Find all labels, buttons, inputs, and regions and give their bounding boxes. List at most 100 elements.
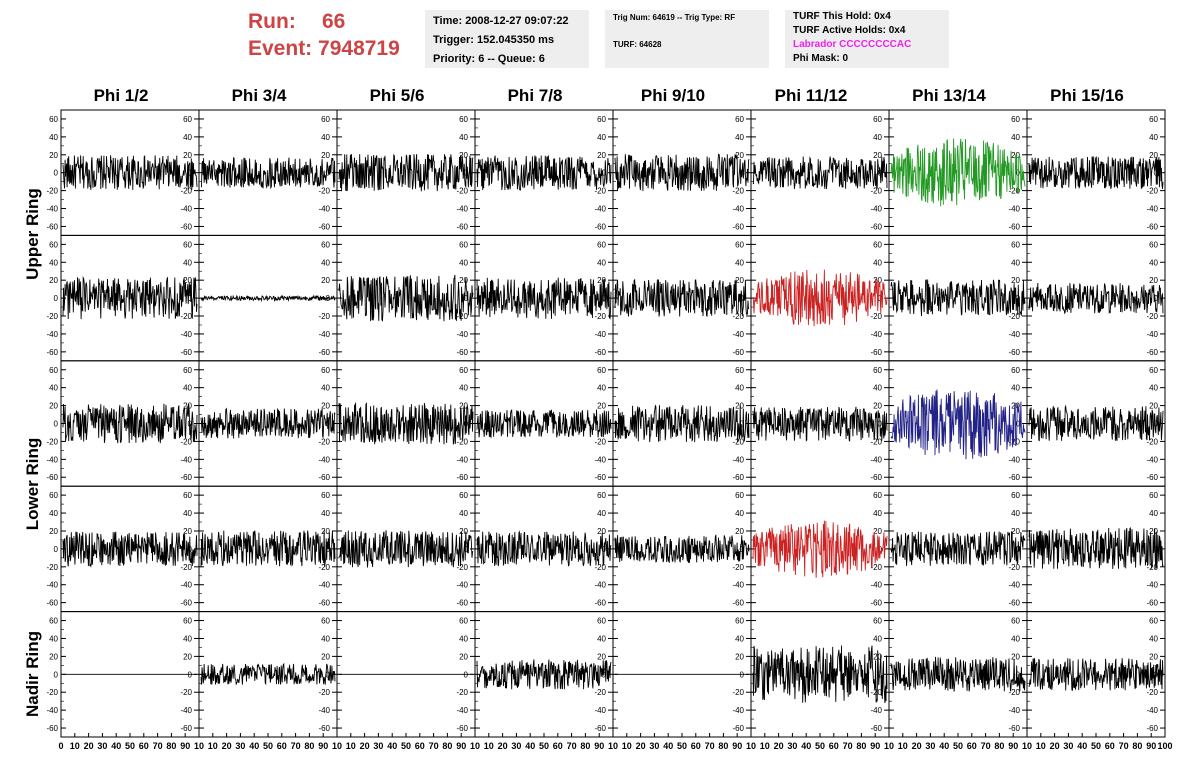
y-tick-label: -40 <box>180 706 192 715</box>
x-tick-label: 100 <box>1157 741 1172 751</box>
y-tick-label: -20 <box>1146 437 1158 446</box>
y-tick-label: -20 <box>1008 563 1020 572</box>
trig-info-box: Trig Num: 64619 -- Trig Type: RF TURF: 6… <box>605 10 769 68</box>
y-tick-label: -60 <box>594 724 606 733</box>
y-tick-label: 20 <box>183 276 192 285</box>
x-tick-label: 70 <box>843 741 853 751</box>
x-tick-label: 30 <box>1063 741 1073 751</box>
x-tick-label: 90 <box>1146 741 1156 751</box>
y-tick-label: 40 <box>183 133 192 142</box>
x-tick-label: 90 <box>870 741 880 751</box>
y-tick-label: 20 <box>1149 151 1158 160</box>
waveform-trace <box>752 520 888 578</box>
y-tick-label: 40 <box>49 258 58 267</box>
y-tick-label: 20 <box>1011 276 1020 285</box>
x-tick-label: 50 <box>401 741 411 751</box>
trigger-text: Trigger: 152.045350 ms <box>433 34 555 46</box>
waveform-trace <box>614 404 750 443</box>
y-tick-label: 40 <box>1149 258 1158 267</box>
priority-text: Priority: 6 -- Queue: 6 <box>433 53 545 65</box>
y-tick-label: 40 <box>1149 133 1158 142</box>
run-value: 66 <box>322 10 346 33</box>
y-tick-label: 0 <box>1016 420 1021 429</box>
y-tick-label: -20 <box>594 187 606 196</box>
y-tick-label: -40 <box>594 706 606 715</box>
waveform-trace <box>614 278 750 317</box>
y-tick-label: 40 <box>1011 258 1020 267</box>
y-tick-label: 40 <box>735 509 744 518</box>
y-tick-label: -40 <box>594 455 606 464</box>
y-tick-label: -20 <box>1146 187 1158 196</box>
y-tick-label: 60 <box>1011 115 1020 124</box>
y-tick-label: 40 <box>873 258 882 267</box>
y-tick-label: 40 <box>1011 634 1020 643</box>
x-tick-label: 10 <box>470 741 480 751</box>
y-tick-label: -20 <box>456 688 468 697</box>
y-tick-label: -40 <box>180 455 192 464</box>
waveform-trace <box>890 279 1026 317</box>
y-tick-label: -20 <box>732 312 744 321</box>
y-tick-label: -20 <box>1146 563 1158 572</box>
x-tick-label: 20 <box>636 741 646 751</box>
y-tick-label: -60 <box>456 222 468 231</box>
y-tick-label: -60 <box>870 724 882 733</box>
y-tick-label: -40 <box>732 330 744 339</box>
y-tick-label: -20 <box>594 312 606 321</box>
x-tick-label: 10 <box>884 741 894 751</box>
y-tick-label: -40 <box>46 455 58 464</box>
y-tick-label: -60 <box>594 348 606 357</box>
y-tick-label: -60 <box>1146 473 1158 482</box>
y-tick-label: -20 <box>1146 312 1158 321</box>
y-tick-label: -60 <box>1146 348 1158 357</box>
waveform-trace <box>338 274 474 322</box>
y-tick-label: -40 <box>732 205 744 214</box>
x-tick-label: 30 <box>925 741 935 751</box>
x-tick-label: 90 <box>594 741 604 751</box>
y-tick-label: -40 <box>1008 706 1020 715</box>
x-tick-label: 80 <box>442 741 452 751</box>
y-tick-label: 40 <box>49 634 58 643</box>
y-tick-label: -20 <box>870 312 882 321</box>
y-tick-label: 40 <box>49 509 58 518</box>
y-tick-label: -40 <box>594 205 606 214</box>
phi-mask-text: Phi Mask: 0 <box>793 53 849 64</box>
y-tick-label: 60 <box>459 491 468 500</box>
y-tick-label: 0 <box>464 294 469 303</box>
y-tick-label: 20 <box>49 402 58 411</box>
y-tick-label: -60 <box>46 222 58 231</box>
y-tick-label: -20 <box>180 688 192 697</box>
waveform-trace <box>1028 658 1164 691</box>
y-tick-label: -20 <box>318 563 330 572</box>
y-tick-label: 40 <box>1011 384 1020 393</box>
y-tick-label: -20 <box>180 312 192 321</box>
column-header-phi-15-16: Phi 15/16 <box>1050 86 1124 105</box>
y-tick-label: 40 <box>873 384 882 393</box>
waveform-trace <box>614 153 750 192</box>
x-tick-label: 30 <box>373 741 383 751</box>
x-tick-label: 50 <box>953 741 963 751</box>
y-tick-label: 60 <box>1011 366 1020 375</box>
y-tick-label: 20 <box>321 402 330 411</box>
y-tick-label: 60 <box>1149 617 1158 626</box>
y-tick-label: 20 <box>459 652 468 661</box>
y-tick-label: 60 <box>459 115 468 124</box>
waveform-trace <box>1028 156 1164 190</box>
y-tick-label: -60 <box>870 222 882 231</box>
x-tick-label: 40 <box>1077 741 1087 751</box>
x-tick-label: 40 <box>387 741 397 751</box>
y-tick-label: 60 <box>321 491 330 500</box>
y-tick-label: -20 <box>456 563 468 572</box>
y-tick-label: -20 <box>180 187 192 196</box>
y-tick-label: -40 <box>456 706 468 715</box>
y-tick-label: -20 <box>318 312 330 321</box>
x-tick-label: 60 <box>139 741 149 751</box>
y-tick-label: 60 <box>459 617 468 626</box>
y-tick-label: -60 <box>318 348 330 357</box>
y-tick-label: 40 <box>597 384 606 393</box>
y-tick-label: 40 <box>183 258 192 267</box>
column-header-phi-5-6: Phi 5/6 <box>369 86 425 105</box>
x-tick-label: 20 <box>84 741 94 751</box>
y-tick-label: 60 <box>735 366 744 375</box>
y-tick-label: 60 <box>597 617 606 626</box>
y-tick-label: -20 <box>46 688 58 697</box>
